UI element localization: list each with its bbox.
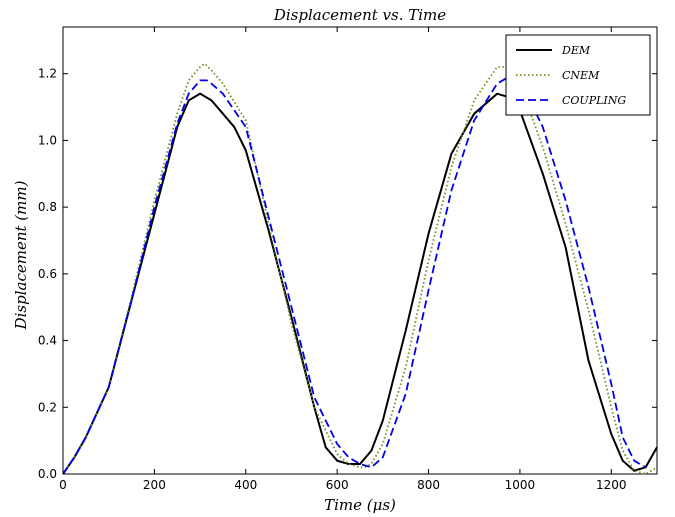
x-tick-label: 1000 <box>505 478 536 492</box>
series-line-dem <box>62 92 658 475</box>
x-tick-label: 200 <box>143 478 166 492</box>
y-tick-label: 0.2 <box>38 400 57 414</box>
y-tick-label: 0.6 <box>38 267 57 281</box>
x-tick-label: 600 <box>326 478 349 492</box>
plot-frame <box>62 26 658 475</box>
ticks-layer: 0 200 400 600 800 1000 1200 0.0 0.2 0.4 0.6 0.8 1.0 1… <box>38 27 657 492</box>
x-axis-label: Time (μs) <box>324 496 396 514</box>
y-tick-label: 0.8 <box>38 200 57 214</box>
y-axis-label: Displacement (mm) <box>12 180 30 330</box>
y-tick-label: 1.0 <box>38 133 57 147</box>
plot-area: 0 200 400 600 800 1000 1200 0.0 0.2 0.4 0.6 0.8 1.0 1… <box>38 26 658 492</box>
legend-label-dem: DEM <box>561 44 591 57</box>
series-line-coupling <box>62 76 647 475</box>
series-line-cnem <box>62 62 658 475</box>
chart-title: Displacement vs. Time <box>273 6 446 24</box>
legend: DEM CNEM COUPLING <box>505 34 651 116</box>
x-tick-label: 800 <box>417 478 440 492</box>
legend-box <box>505 34 651 116</box>
y-tick-label: 1.2 <box>38 67 57 81</box>
x-tick-label: 400 <box>234 478 257 492</box>
y-tick-label: 0.0 <box>38 467 57 481</box>
x-tick-label: 0 <box>59 478 67 492</box>
series-layer <box>62 62 658 475</box>
legend-label-coupling: COUPLING <box>562 94 626 107</box>
legend-label-cnem: CNEM <box>562 69 600 82</box>
x-tick-label: 1200 <box>596 478 627 492</box>
y-tick-label: 0.4 <box>38 334 57 348</box>
